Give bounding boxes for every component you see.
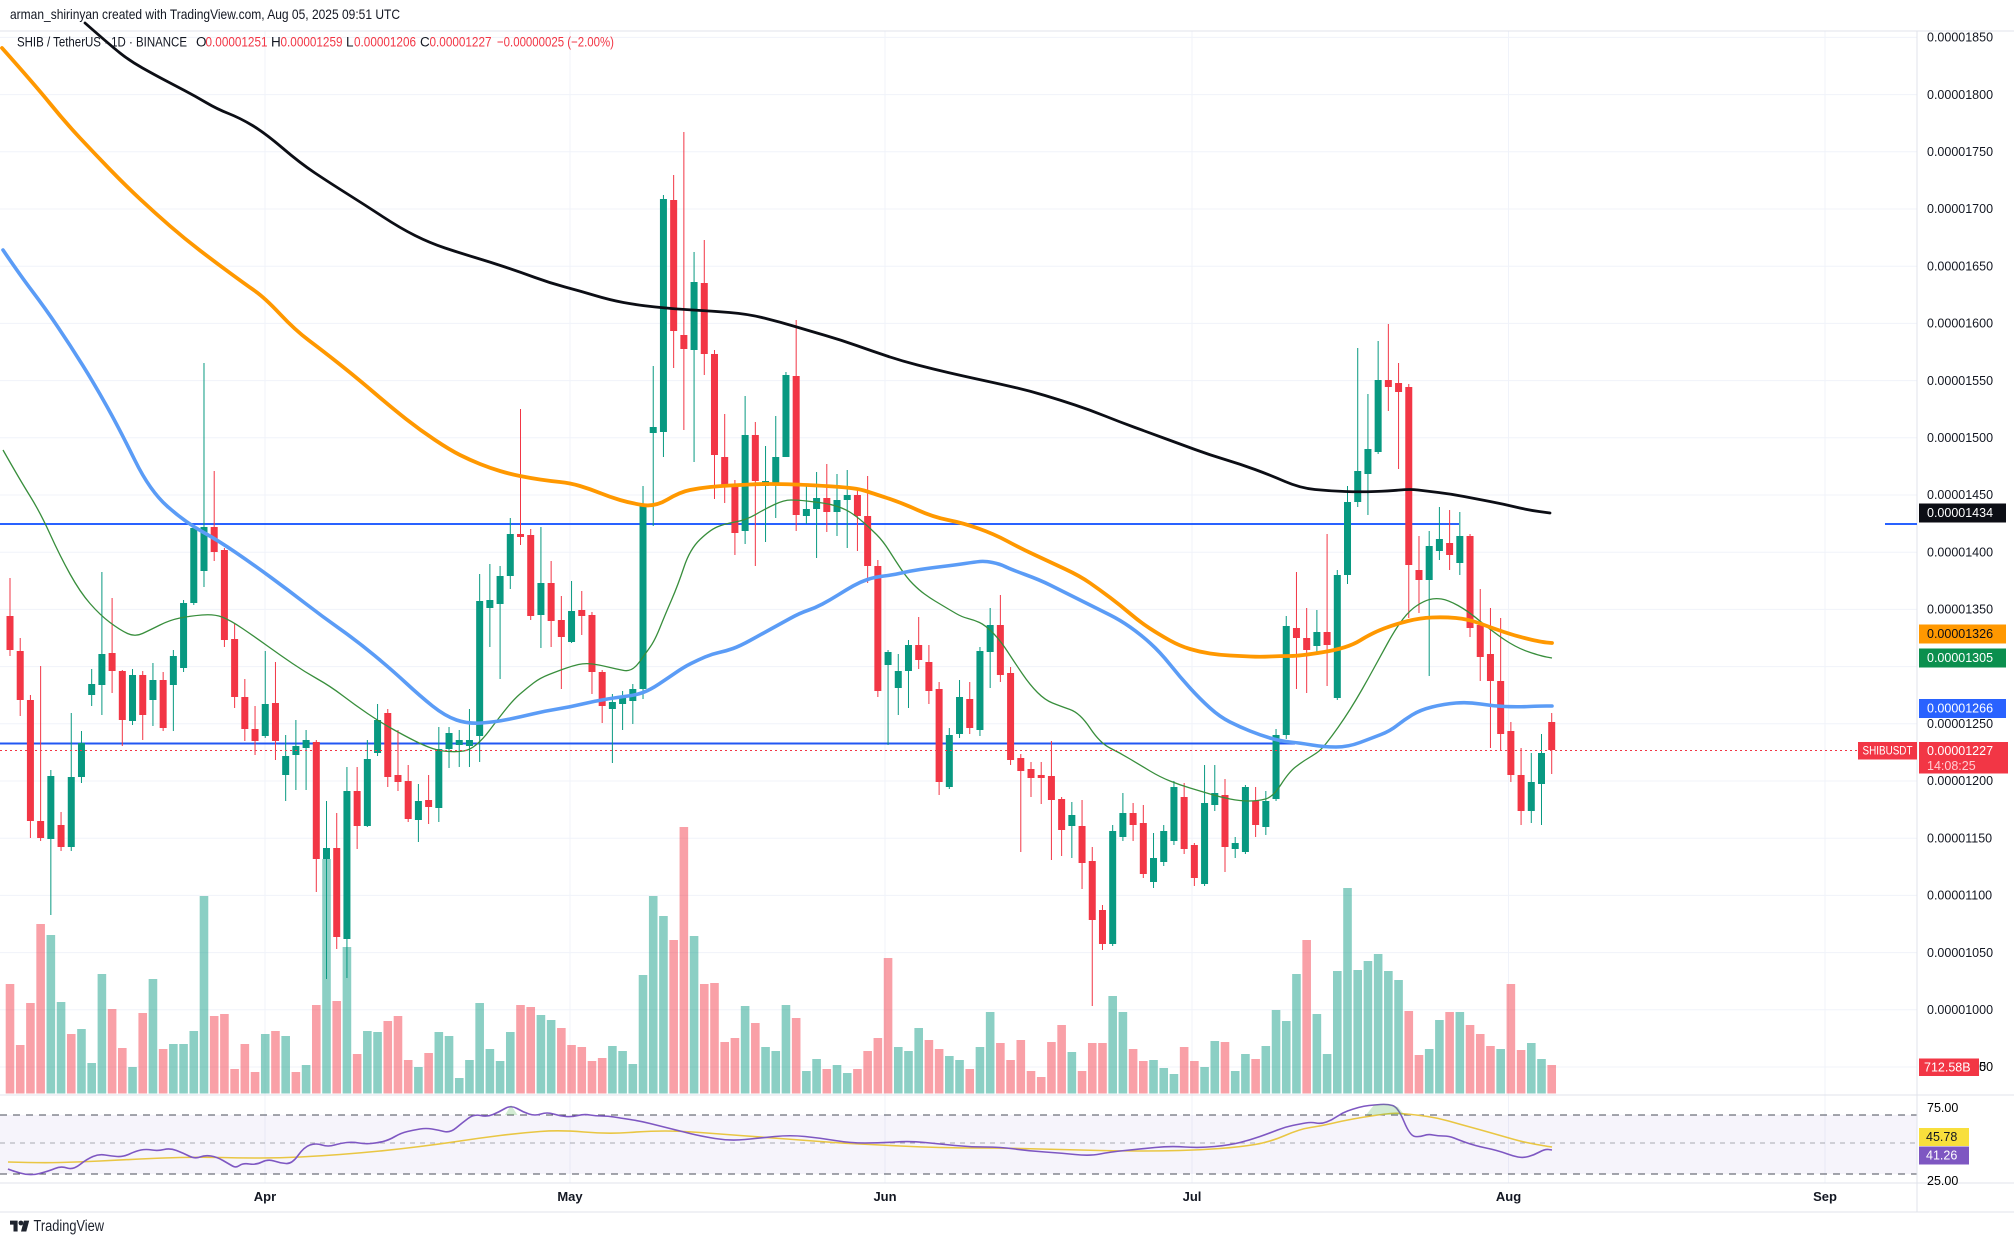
svg-text:0.00001100: 0.00001100 [1927,889,1992,903]
svg-text:0.00001000: 0.00001000 [1927,1003,1993,1017]
svg-text:May: May [557,1189,583,1204]
svg-text:0.00001700: 0.00001700 [1927,202,1993,216]
svg-text:41.26: 41.26 [1926,1149,1957,1163]
svg-text:SHIB / TetherUS · 1D · BINANCE: SHIB / TetherUS · 1D · BINANCE [17,35,187,50]
svg-text:Jun: Jun [873,1189,896,1204]
svg-text:0.00001600: 0.00001600 [1927,317,1993,331]
svg-text:Sep: Sep [1813,1189,1837,1204]
svg-text:0.00001227: 0.00001227 [1927,744,1993,758]
svg-text:L: L [346,35,354,50]
svg-text:TradingView: TradingView [34,1218,105,1235]
svg-text:H: H [271,35,281,50]
svg-text:C: C [420,35,430,50]
svg-text:0.00001350: 0.00001350 [1927,603,1993,617]
svg-text:O: O [196,35,207,50]
svg-text:45.78: 45.78 [1926,1130,1957,1144]
svg-text:arman_shirinyan created with T: arman_shirinyan created with TradingView… [10,6,400,22]
svg-text:75.00: 75.00 [1927,1101,1958,1115]
svg-text:0.00001206: 0.00001206 [354,35,416,50]
svg-text:0.00001150: 0.00001150 [1927,831,1992,845]
svg-text:Aug: Aug [1496,1189,1521,1204]
svg-text:0.00001326: 0.00001326 [1927,627,1993,641]
svg-text:0.00001200: 0.00001200 [1927,774,1993,788]
svg-text:SHIBUSDT: SHIBUSDT [1863,746,1913,758]
svg-text:0.00001259: 0.00001259 [281,35,343,50]
svg-text:Jul: Jul [1183,1189,1202,1204]
svg-text:0.00001450: 0.00001450 [1927,488,1993,502]
svg-text:712.58B: 712.58B [1924,1060,1971,1074]
svg-text:0.00001434: 0.00001434 [1927,506,1993,520]
svg-text:0.00001550: 0.00001550 [1927,374,1993,388]
svg-text:−0.00000025 (−2.00%): −0.00000025 (−2.00%) [497,35,614,50]
svg-text:0.00001251: 0.00001251 [206,35,268,50]
svg-text:0.00001400: 0.00001400 [1927,545,1993,559]
svg-text:0.00001850: 0.00001850 [1927,31,1993,45]
svg-text:0.00001800: 0.00001800 [1927,88,1993,102]
svg-text:0.00001050: 0.00001050 [1927,946,1993,960]
svg-text:25.00: 25.00 [1927,1174,1958,1188]
svg-text:0.00001500: 0.00001500 [1927,431,1993,445]
svg-text:Apr: Apr [254,1189,276,1204]
svg-text:0.00001305: 0.00001305 [1927,651,1993,665]
svg-text:0.00001227: 0.00001227 [430,35,492,50]
svg-text:0.00001750: 0.00001750 [1927,145,1993,159]
svg-text:0.00001250: 0.00001250 [1927,717,1993,731]
svg-text:0.00001650: 0.00001650 [1927,259,1993,273]
svg-text:0.00001266: 0.00001266 [1927,702,1993,716]
svg-text:14:08:25: 14:08:25 [1927,759,1976,773]
